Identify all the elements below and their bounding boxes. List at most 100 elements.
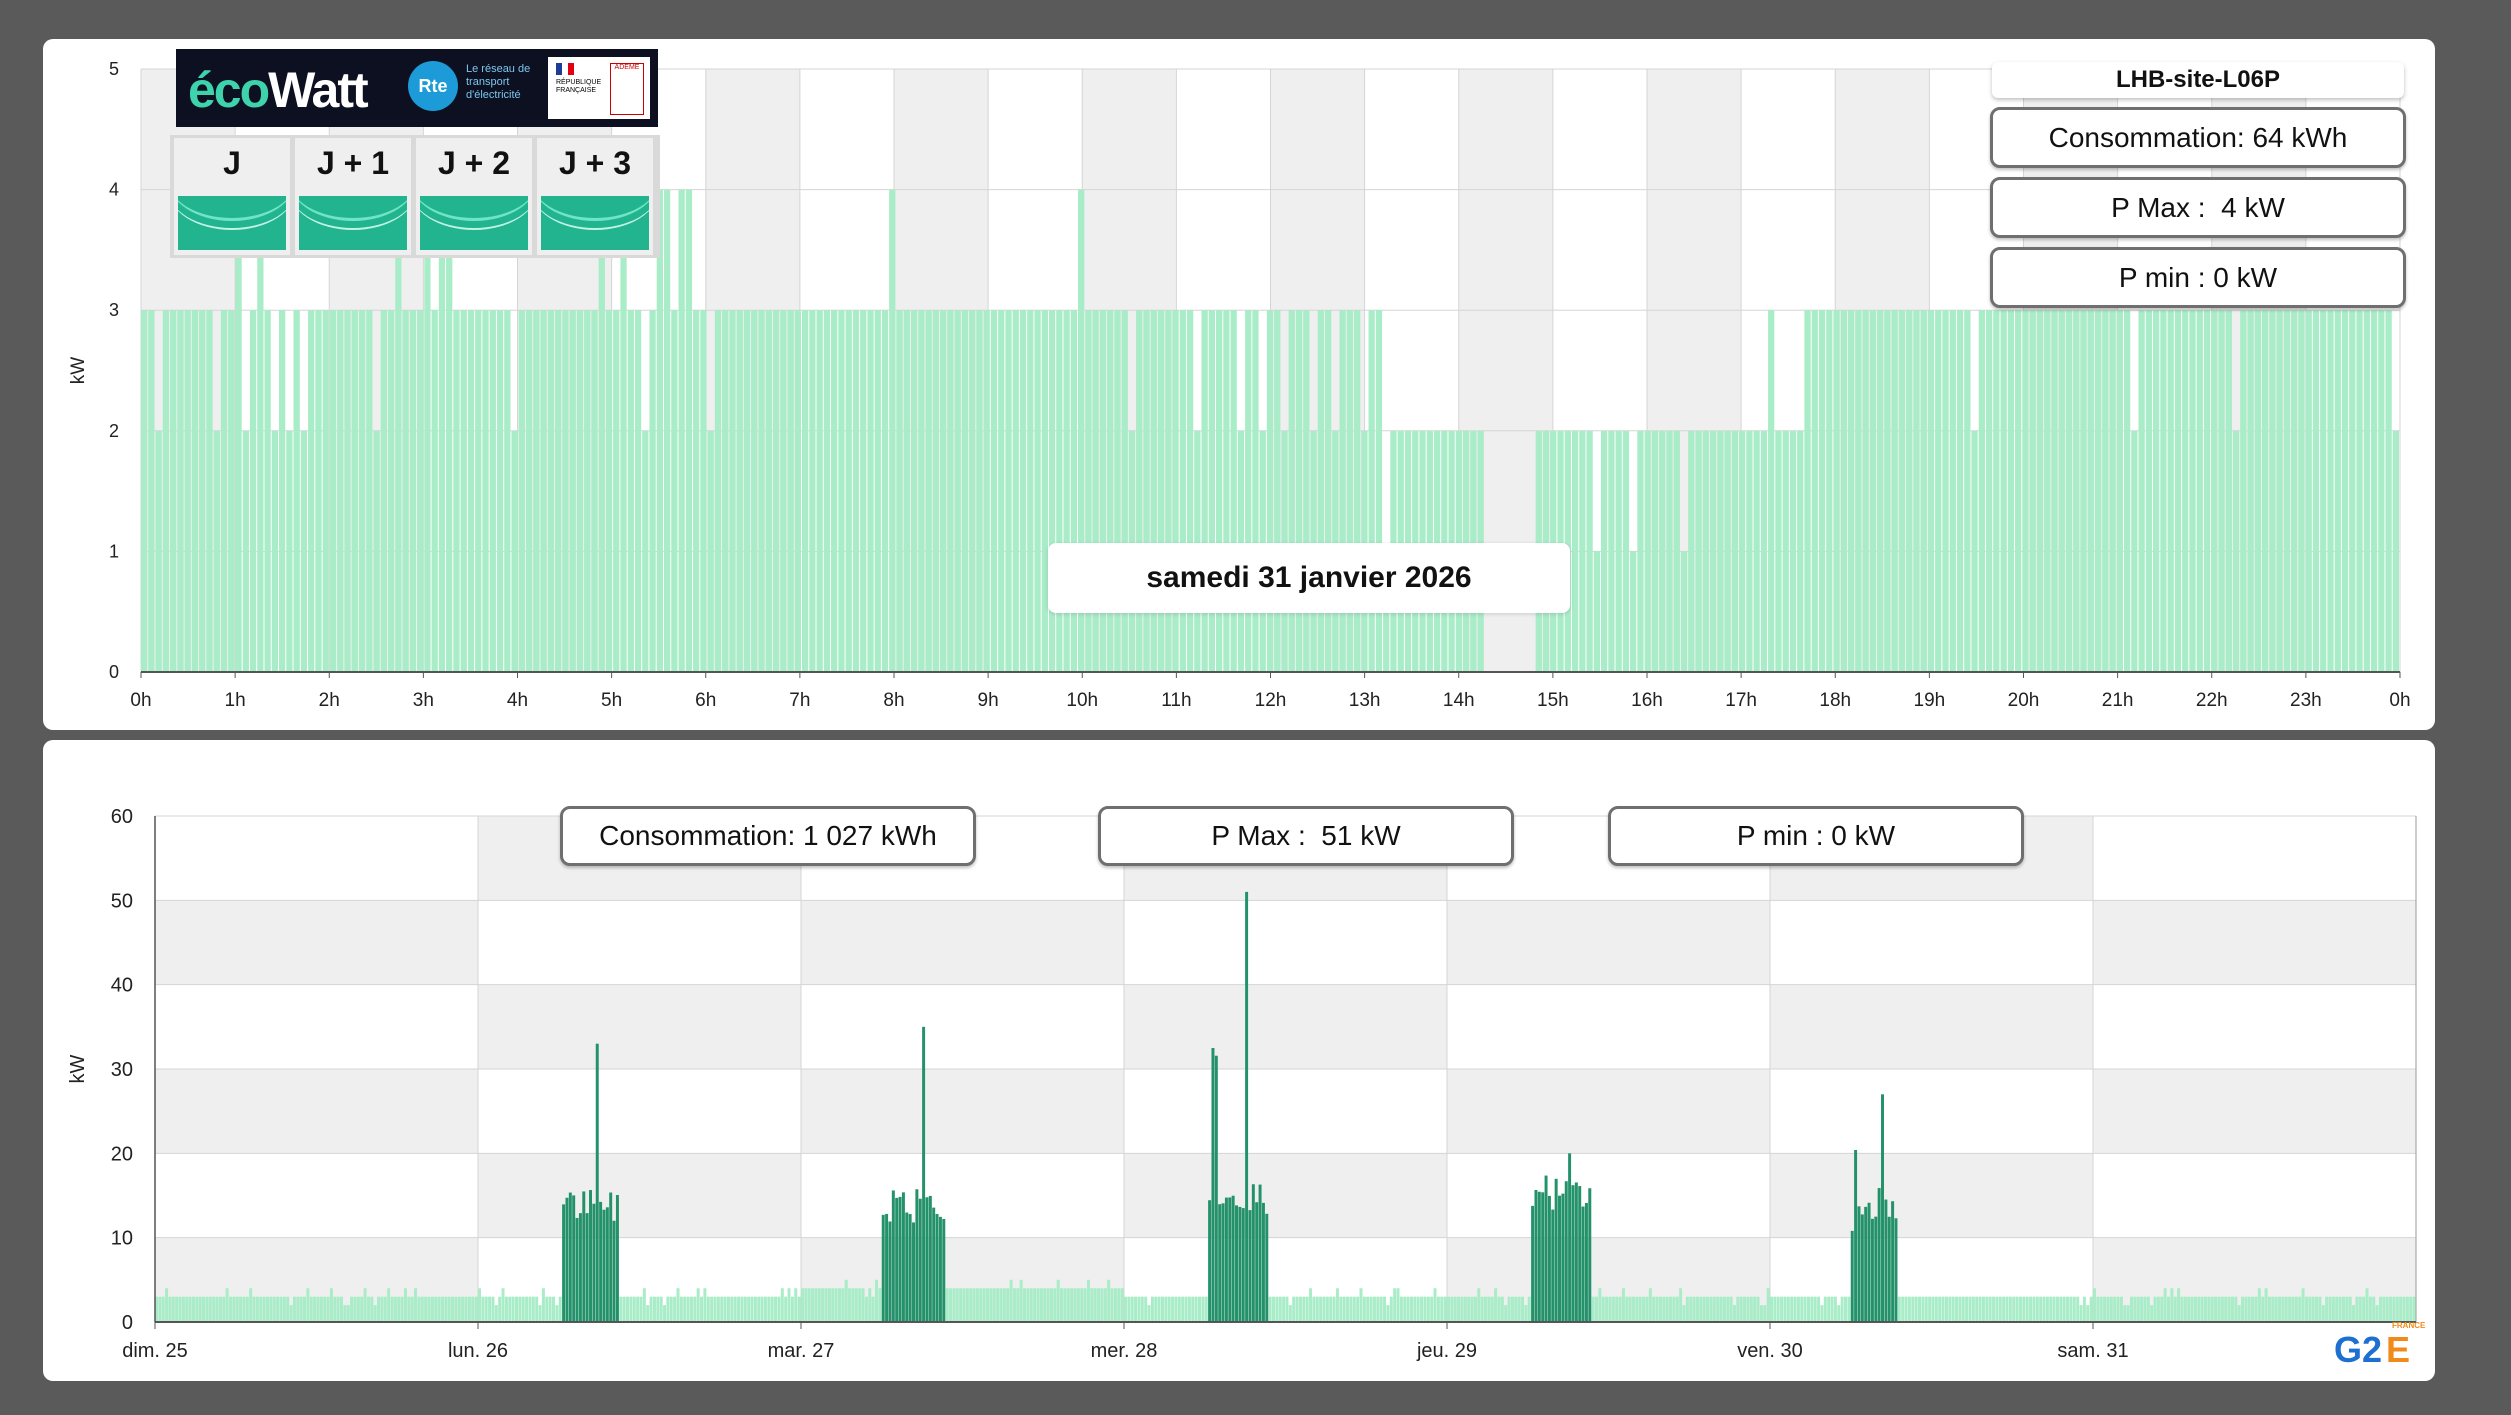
bar bbox=[627, 310, 634, 672]
bar bbox=[2156, 1296, 2160, 1322]
gov-caption: RÉPUBLIQUE FRANÇAISE bbox=[556, 79, 602, 94]
bar bbox=[2325, 1296, 2329, 1322]
bar bbox=[1023, 1288, 1027, 1322]
bar bbox=[1630, 551, 1637, 672]
bar bbox=[1221, 1203, 1225, 1322]
bar bbox=[2345, 1296, 2349, 1322]
bar bbox=[2153, 310, 2160, 672]
bar bbox=[300, 430, 308, 672]
bar bbox=[689, 1296, 693, 1322]
bar bbox=[1048, 310, 1056, 672]
x-tick-label: 0h bbox=[130, 690, 151, 711]
x-tick-label: 12h bbox=[1255, 690, 1287, 711]
bar bbox=[2283, 310, 2291, 672]
bar bbox=[1372, 1296, 1376, 1322]
bar bbox=[1881, 1094, 1884, 1322]
bar bbox=[313, 1296, 317, 1322]
bar bbox=[2150, 1305, 2154, 1322]
bar bbox=[1080, 1288, 1084, 1322]
bar bbox=[811, 1288, 815, 1322]
bar bbox=[1056, 1279, 1060, 1322]
bar bbox=[1009, 1279, 1013, 1322]
bar bbox=[751, 310, 758, 672]
bar bbox=[1510, 1296, 1514, 1322]
bar bbox=[1019, 310, 1027, 672]
bar bbox=[380, 310, 387, 672]
bar bbox=[2227, 1296, 2231, 1322]
ecowatt-day-j2[interactable]: J + 2 bbox=[416, 138, 532, 255]
bar bbox=[2045, 1296, 2049, 1322]
ecowatt-banner[interactable]: écoWatt Rte Le réseau de transport d'éle… bbox=[176, 49, 658, 127]
bar bbox=[1964, 310, 1971, 672]
bar bbox=[2204, 1296, 2207, 1322]
day-label: J + 1 bbox=[316, 144, 390, 181]
bar bbox=[242, 430, 249, 672]
bar bbox=[1949, 310, 1956, 672]
bar bbox=[1144, 1296, 1148, 1322]
bar bbox=[306, 1288, 310, 1322]
bar bbox=[1804, 310, 1811, 672]
bar bbox=[992, 1288, 996, 1322]
bar bbox=[2363, 310, 2370, 672]
bar bbox=[2080, 310, 2087, 672]
bar bbox=[1722, 1296, 1726, 1322]
bar bbox=[535, 1296, 539, 1322]
bar bbox=[952, 1288, 956, 1322]
bar bbox=[2049, 1296, 2053, 1322]
grid-band bbox=[801, 1153, 1124, 1238]
bar bbox=[2271, 1296, 2275, 1322]
bar bbox=[225, 1288, 229, 1322]
bar bbox=[2173, 1296, 2177, 1322]
ecowatt-day-j3[interactable]: J + 3 bbox=[537, 138, 653, 255]
bar bbox=[1598, 1288, 1602, 1322]
bar bbox=[1554, 1178, 1558, 1322]
y-tick-label: 40 bbox=[111, 975, 133, 997]
bar bbox=[271, 430, 279, 672]
bar bbox=[1746, 430, 1753, 672]
ecowatt-logo: écoWatt bbox=[188, 62, 369, 118]
bar bbox=[501, 1288, 505, 1322]
bar bbox=[2409, 1296, 2413, 1322]
bar bbox=[1827, 1296, 1831, 1322]
bar bbox=[323, 1296, 327, 1322]
bar bbox=[1137, 1296, 1141, 1322]
bar bbox=[1436, 1296, 1440, 1322]
bar bbox=[249, 310, 257, 672]
bar bbox=[2225, 310, 2232, 672]
bar bbox=[1258, 1184, 1262, 1322]
bar bbox=[400, 1296, 404, 1322]
grid-band bbox=[155, 1153, 478, 1238]
bar bbox=[286, 1296, 290, 1322]
bar bbox=[461, 1296, 465, 1322]
bar bbox=[533, 310, 540, 672]
bar bbox=[1194, 1296, 1198, 1322]
bar bbox=[531, 1296, 535, 1322]
bar bbox=[162, 310, 170, 672]
bar bbox=[430, 1296, 434, 1322]
bar bbox=[1887, 1216, 1891, 1322]
bar bbox=[541, 1288, 545, 1322]
ecowatt-day-j1[interactable]: J + 1 bbox=[295, 138, 411, 255]
y-tick-label: 20 bbox=[111, 1143, 133, 1165]
bar bbox=[1346, 1296, 1350, 1322]
bar bbox=[1854, 1149, 1858, 1322]
bar bbox=[279, 1296, 283, 1322]
bar bbox=[2079, 1305, 2083, 1322]
bar bbox=[1719, 1296, 1723, 1322]
ecowatt-day-j[interactable]: J bbox=[174, 138, 290, 255]
bar bbox=[1621, 1288, 1625, 1322]
bar bbox=[2007, 310, 2015, 672]
bar bbox=[938, 1216, 942, 1322]
bar bbox=[2247, 310, 2254, 672]
bar bbox=[620, 189, 627, 672]
bar bbox=[1255, 1202, 1259, 1322]
bar bbox=[1534, 1189, 1538, 1322]
bar bbox=[1870, 1218, 1874, 1322]
bar bbox=[1029, 1288, 1033, 1322]
bar bbox=[678, 189, 685, 672]
bar bbox=[228, 310, 235, 672]
bar bbox=[888, 1221, 892, 1322]
bar bbox=[2123, 1305, 2127, 1322]
bar bbox=[1978, 1296, 1982, 1322]
bar bbox=[949, 1288, 953, 1322]
